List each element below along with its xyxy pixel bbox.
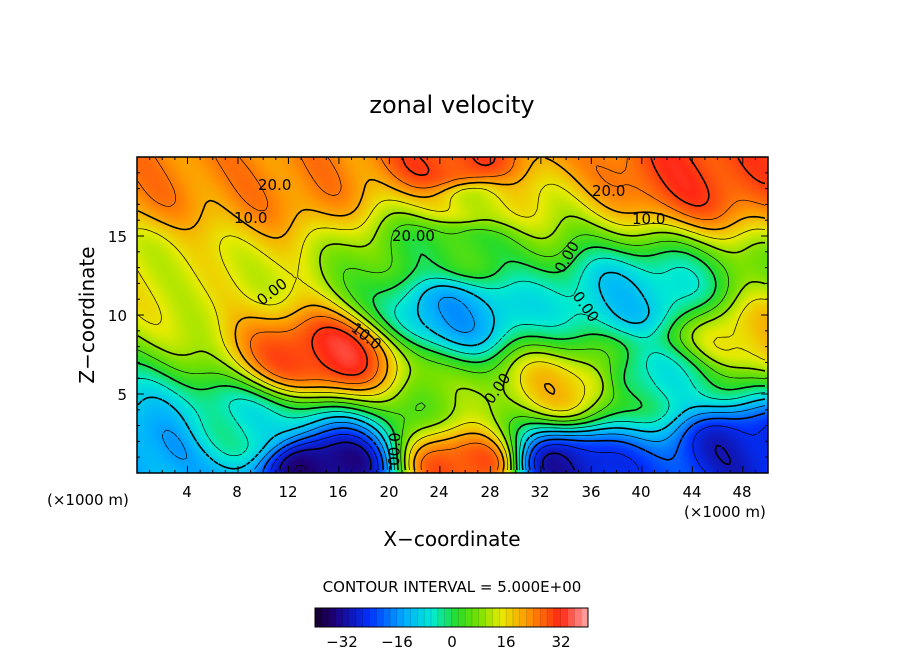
contour-line [311,157,766,376]
contour-line [161,296,766,471]
colorbar-cell [444,608,452,627]
contour-line [294,464,309,471]
contour-line [262,412,766,471]
contour-line [137,246,766,471]
colorbar-tick-label: 0 [447,633,457,651]
contour-line [278,441,732,471]
colorbar-cell [335,608,343,627]
contour-line [137,157,766,471]
colorbar-cell [431,608,439,627]
colorbar-cell [547,608,555,627]
x-axis-label: X−coordinate [383,527,520,551]
contour-label: 00.0 [385,432,404,466]
colorbar-cell [526,608,534,627]
plot-area [136,156,769,474]
x-tick-labels: 4 8 12 16 20 24 28 32 36 40 44 48 [182,483,751,501]
contour-line [137,224,766,470]
x-tick-label: 48 [732,483,751,501]
colorbar-cell [512,608,521,627]
z-unit-label: (×1000 m) [47,491,129,509]
colorbar-cell [574,608,582,627]
colorbar-tick-label: 32 [551,633,570,651]
x-tick-label: 32 [530,483,549,501]
colorbar-cell [383,608,391,627]
colorbar-cell [410,608,418,627]
colorbar-cells [315,608,589,627]
x-tick-label: 8 [232,483,242,501]
contour-line [137,157,766,471]
y-tick-label: 15 [108,228,127,246]
colorbar-cell [492,608,500,627]
colorbar-cell [355,608,364,627]
colorbar-cell [485,608,493,627]
chart-title: zonal velocity [369,91,534,119]
y-tick-label: 10 [108,307,127,325]
colorbar-tick-label: −32 [326,633,358,651]
colorbar-cell [315,608,323,627]
contour-interval-label: CONTOUR INTERVAL = 5.000E+00 [323,578,582,596]
colorbar: −32 −16 0 16 32 [314,607,589,651]
colorbar-cell [499,608,507,627]
colorbar-tick-label: −16 [381,633,413,651]
colorbar-cell [458,608,466,627]
velocity-field [137,157,768,473]
contour-line [270,425,766,471]
x-tick-label: 40 [631,483,650,501]
x-tick-label: 16 [328,483,347,501]
colorbar-cell [376,608,384,627]
colorbar-tick-label: 16 [496,633,515,651]
x-unit-label: (×1000 m) [684,503,766,521]
colorbar-cell [533,608,541,627]
colorbar-cell [465,608,473,627]
x-tick-label: 36 [581,483,600,501]
colorbar-cell [540,608,548,627]
colorbar-cell [362,608,370,627]
x-tick-label: 4 [182,483,192,501]
contour-label: 20.00 [392,227,435,245]
colorbar-cell [424,608,432,627]
colorbar-cell [451,608,459,627]
x-tick-label: 12 [278,483,297,501]
axis-ticks [136,156,769,474]
y-tick-label: 5 [117,386,127,404]
colorbar-cell [342,608,350,627]
colorbar-cell [349,608,357,627]
colorbar-cell [396,608,405,627]
colorbar-cell [390,608,398,627]
contour-lines [137,157,766,471]
x-tick-label: 44 [682,483,701,501]
colorbar-cell [506,608,514,627]
colorbar-cell [471,608,480,627]
contour-line [137,271,766,471]
colorbar-cell [417,608,425,627]
y-axis-label: Z−coordinate [75,246,99,383]
colorbar-cell [369,608,377,627]
colorbar-frame [314,607,589,628]
colorbar-cell [519,608,527,627]
contour-line [137,183,766,471]
colorbar-cell [553,608,562,627]
contour-line [137,257,766,471]
contour-line [137,212,766,471]
colorbar-cell [403,608,411,627]
x-tick-label: 24 [429,483,448,501]
contour-label: 20.0 [258,176,291,194]
colorbar-cell [328,608,336,627]
x-tick-label: 28 [480,483,499,501]
contour-label: 10.0 [234,209,267,227]
colorbar-cell [321,608,329,627]
colorbar-cell [581,608,589,627]
y-tick-labels: 5 10 15 [108,228,127,404]
contour-label: 10.0 [632,210,665,228]
colorbar-cell [567,608,575,627]
colorbar-cell [478,608,486,627]
x-tick-label: 20 [379,483,398,501]
colorbar-cell [560,608,568,627]
colorbar-cell [437,608,445,627]
contour-label: 20.0 [592,182,625,200]
